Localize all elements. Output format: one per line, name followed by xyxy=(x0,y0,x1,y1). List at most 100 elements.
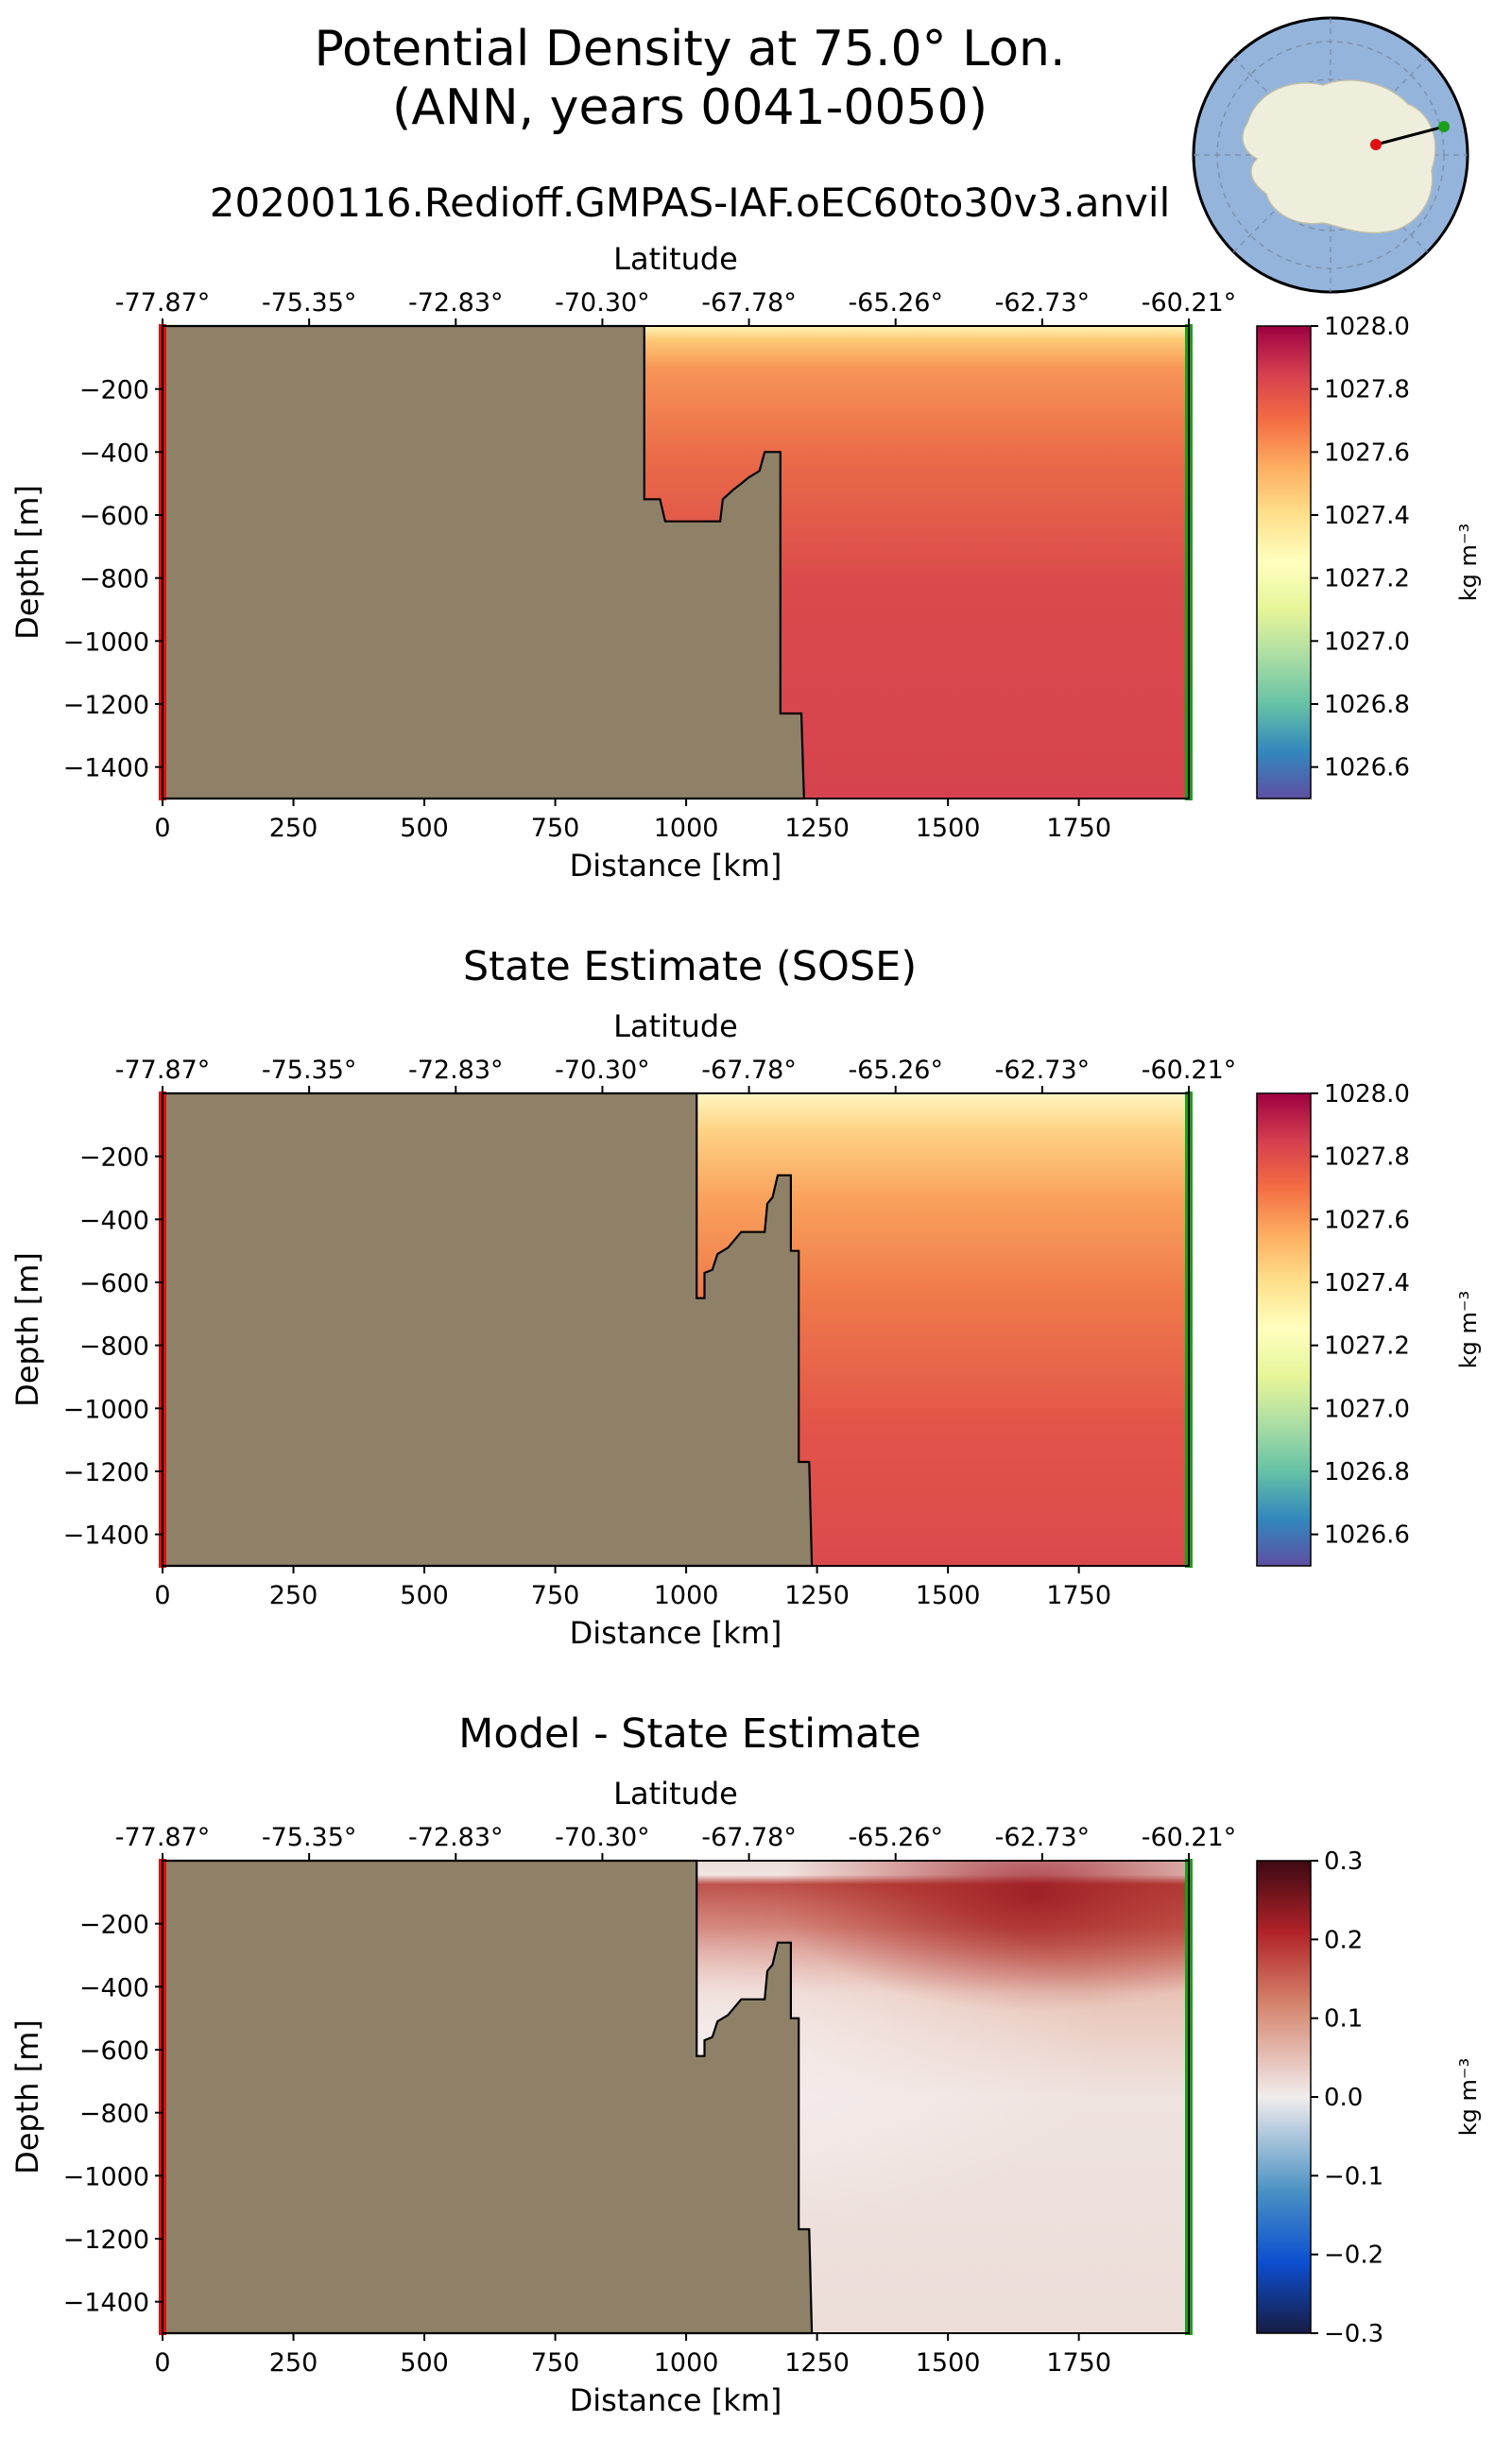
colorbar-tick-label: 1028.0 xyxy=(1324,1080,1410,1108)
x-tick-label: 750 xyxy=(531,814,580,843)
colorbar xyxy=(1256,325,1312,799)
x-tick-label: 1250 xyxy=(784,1581,850,1610)
y-tick-label: −800 xyxy=(79,2100,149,2129)
colorbar-tick-label: 1027.8 xyxy=(1324,376,1410,404)
x-tick-label: 500 xyxy=(400,1581,449,1610)
y-tick-label: −1400 xyxy=(63,1521,149,1551)
lat-tick-label: -75.35° xyxy=(262,1056,357,1085)
y-tick-label: −200 xyxy=(79,1143,149,1173)
colorbar-label: kg m⁻³ xyxy=(1455,524,1482,601)
colorbar-tick-label: 0.3 xyxy=(1324,1847,1363,1876)
x-tick-label: 250 xyxy=(269,2348,318,2378)
y-axis-label: Depth [m] xyxy=(9,1252,45,1407)
y-tick-label: −400 xyxy=(79,438,149,468)
antarctica-shape xyxy=(1242,79,1436,234)
x-tick-label: 1250 xyxy=(784,814,850,843)
lat-tick-label: -65.26° xyxy=(848,1056,943,1085)
lat-tick-label: -65.26° xyxy=(848,288,943,318)
figure-title-line2: (ANN, years 0041-0050) xyxy=(391,79,988,136)
plot-frame xyxy=(162,1860,1190,2334)
panel2-title: State Estimate (SOSE) xyxy=(462,943,918,990)
x-tick-label: 1500 xyxy=(916,2348,981,2378)
y-tick-label: −1200 xyxy=(63,691,149,720)
land-bathymetry xyxy=(161,324,805,800)
latitude-axis-label: Latitude xyxy=(613,1776,738,1812)
run-name: 20200116.Redioff.GMPAS-IAF.oEC60to30v3.a… xyxy=(209,180,1171,226)
colorbar-tick-label: 0.1 xyxy=(1324,2005,1363,2034)
colorbar-tick-label: 0.2 xyxy=(1324,1926,1363,1954)
x-tick-label: 1250 xyxy=(784,2348,850,2378)
lat-tick-label: -67.78° xyxy=(701,1823,797,1852)
x-tick-label: 750 xyxy=(531,2348,580,2378)
x-tick-label: 1500 xyxy=(916,1581,981,1610)
colorbar-tick-label: 1027.2 xyxy=(1324,565,1410,593)
x-tick-label: 0 xyxy=(154,1581,170,1610)
colorbar-tick-label: 1027.4 xyxy=(1324,502,1410,530)
x-tick-label: 0 xyxy=(154,814,170,843)
y-tick-label: −1400 xyxy=(63,2289,149,2318)
colorbar-tick-label: 1027.0 xyxy=(1324,1395,1410,1423)
x-tick-label: 1000 xyxy=(654,2348,719,2378)
colorbar-tick-label: 1027.8 xyxy=(1324,1143,1410,1172)
colorbar-tick-label: 1026.6 xyxy=(1324,1521,1410,1550)
lat-tick-label: -77.87° xyxy=(115,288,211,318)
lat-tick-label: -60.21° xyxy=(1142,1823,1237,1852)
colorbar-tick-label: −0.2 xyxy=(1324,2242,1383,2270)
section-start-marker xyxy=(1370,139,1382,150)
lat-tick-label: -60.21° xyxy=(1142,1056,1237,1085)
x-tick-label: 0 xyxy=(154,2348,170,2378)
lat-tick-label: -62.73° xyxy=(995,1056,1091,1085)
lat-tick-label: -70.30° xyxy=(555,1056,650,1085)
latitude-axis-label: Latitude xyxy=(613,1008,738,1044)
colorbar-tick-label: 1027.6 xyxy=(1324,438,1410,467)
figure-title-line1: Potential Density at 75.0° Lon. xyxy=(314,21,1066,77)
x-tick-label: 1750 xyxy=(1046,1581,1111,1610)
lat-tick-label: -75.35° xyxy=(262,288,357,318)
y-tick-label: −600 xyxy=(79,1269,149,1298)
colorbar-tick-label: 1027.6 xyxy=(1324,1206,1410,1234)
x-tick-label: 1000 xyxy=(654,1581,719,1610)
x-tick-label: 250 xyxy=(269,1581,318,1610)
lat-tick-label: -67.78° xyxy=(701,1056,797,1085)
y-axis-label: Depth [m] xyxy=(9,485,45,640)
colorbar-tick-label: 1027.0 xyxy=(1324,627,1410,656)
colorbar-label: kg m⁻³ xyxy=(1455,2058,1482,2136)
colorbar-tick-label: 1028.0 xyxy=(1324,313,1410,341)
location-map xyxy=(1192,16,1469,294)
latitude-axis-label: Latitude xyxy=(613,241,738,277)
x-tick-label: 1500 xyxy=(916,814,981,843)
lat-tick-label: -77.87° xyxy=(115,1823,211,1852)
x-tick-label: 500 xyxy=(400,814,449,843)
lat-tick-label: -62.73° xyxy=(995,1823,1091,1852)
lat-tick-label: -70.30° xyxy=(555,1823,650,1852)
colorbar xyxy=(1256,1092,1312,1567)
y-tick-label: −1000 xyxy=(63,2162,149,2191)
colorbar-tick-label: 1026.8 xyxy=(1324,1458,1410,1486)
panel-3: 0 250 500 750 1000 1250 1500 1750 −200 −400 −600 −8… xyxy=(9,1776,1482,2418)
x-axis-label: Distance [km] xyxy=(570,2382,782,2418)
x-tick-label: 750 xyxy=(531,1581,580,1610)
x-tick-label: 1750 xyxy=(1046,814,1111,843)
y-tick-label: −200 xyxy=(79,1911,149,1940)
panel-2: 0 250 500 750 1000 1250 1500 1750 −200 −400 −600 −8… xyxy=(9,1008,1482,1651)
y-tick-label: −1000 xyxy=(63,1395,149,1424)
lat-tick-label: -72.83° xyxy=(408,288,504,318)
land-bathymetry xyxy=(161,1859,814,2335)
colorbar xyxy=(1256,1860,1312,2334)
land-bathymetry xyxy=(161,1091,814,1568)
x-axis-label: Distance [km] xyxy=(570,1615,782,1651)
x-tick-label: 500 xyxy=(400,2348,449,2378)
x-tick-label: 250 xyxy=(269,814,318,843)
colorbar-tick-label: 0.0 xyxy=(1324,2084,1363,2112)
colorbar-label: kg m⁻³ xyxy=(1455,1291,1482,1368)
y-tick-label: −200 xyxy=(79,376,149,405)
lat-tick-label: -62.73° xyxy=(995,288,1091,318)
y-tick-label: −800 xyxy=(79,565,149,594)
colorbar-tick-label: 1026.8 xyxy=(1324,691,1410,719)
colorbar-tick-label: 1027.2 xyxy=(1324,1332,1410,1361)
y-tick-label: −1400 xyxy=(63,754,149,783)
x-tick-label: 1000 xyxy=(654,814,719,843)
colorbar-tick-label: −0.1 xyxy=(1324,2162,1383,2191)
colorbar-tick-label: −0.3 xyxy=(1324,2320,1383,2348)
y-tick-label: −1200 xyxy=(63,1458,149,1487)
